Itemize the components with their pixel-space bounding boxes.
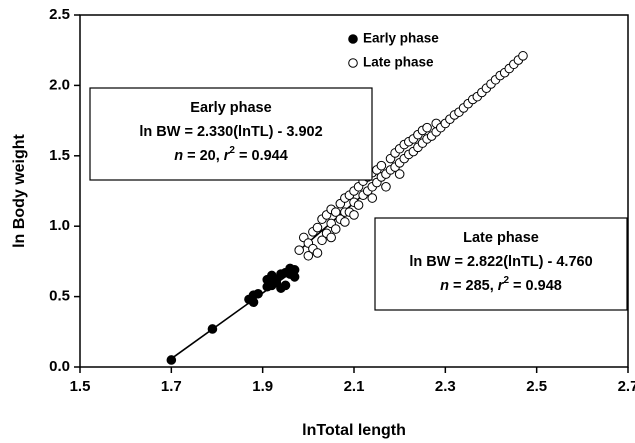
annotation-stats: n = 285, r2 = 0.948: [440, 275, 562, 294]
legend-marker: [348, 34, 358, 44]
y-axis-title: ln Body weight: [11, 133, 28, 247]
y-tick-label: 2.0: [49, 76, 70, 93]
annotation-line: ln BW = 2.330(lnTL) - 3.902: [139, 124, 322, 140]
point: [518, 51, 528, 61]
annotation-line: Early phase: [190, 100, 271, 116]
legend-label: Late phase: [363, 55, 434, 70]
point: [207, 324, 218, 334]
x-tick-label: 1.7: [161, 378, 182, 395]
point: [326, 232, 336, 243]
x-tick-label: 2.5: [526, 378, 547, 395]
stats-part: = 0.944: [235, 148, 288, 164]
annotation-stats: n = 20, r2 = 0.944: [174, 145, 288, 164]
point: [312, 222, 323, 233]
point: [340, 217, 350, 227]
point: [280, 280, 291, 291]
point: [303, 250, 314, 261]
point: [312, 248, 323, 258]
x-axis-title: lnTotal length: [302, 422, 406, 439]
x-tick-label: 2.7: [618, 378, 635, 395]
stats-part: = 0.948: [509, 278, 562, 294]
x-tick-label: 1.5: [70, 378, 91, 395]
legend-box: [340, 25, 465, 77]
y-tick-label: 0.5: [49, 288, 70, 305]
point: [381, 181, 391, 192]
annotation-box: [89, 87, 373, 181]
point: [367, 193, 378, 203]
x-tick-label: 2.3: [435, 378, 456, 395]
point: [349, 210, 359, 220]
stats-part: n: [174, 148, 183, 164]
stats-part: = 285,: [449, 278, 498, 294]
legend-label: Early phase: [363, 31, 439, 46]
x-tick-label: 2.1: [344, 378, 365, 395]
y-tick-label: 1.0: [49, 217, 70, 234]
stats-part: = 20,: [183, 148, 224, 164]
point: [253, 288, 263, 299]
stats-part: 2: [229, 145, 235, 156]
x-tick-label: 1.9: [252, 378, 273, 395]
point: [289, 265, 300, 275]
y-tick-label: 0.0: [49, 358, 70, 375]
annotation-box: [374, 217, 628, 311]
stats-part: 2: [503, 275, 509, 286]
point: [330, 207, 341, 217]
annotation-line: ln BW = 2.822(lnTL) - 4.760: [409, 254, 592, 270]
point: [376, 160, 387, 171]
y-tick-label: 2.5: [49, 6, 70, 23]
point: [394, 169, 405, 179]
stats-part: n: [440, 278, 449, 294]
point: [280, 267, 291, 278]
point: [330, 224, 341, 234]
legend-marker: [348, 58, 358, 68]
point: [422, 122, 432, 133]
point: [317, 235, 327, 246]
annotation-line: Late phase: [463, 230, 539, 246]
point: [353, 200, 364, 210]
y-tick-label: 1.5: [49, 147, 70, 164]
point: [294, 245, 305, 255]
stats-part: r: [498, 278, 505, 294]
stats-part: r: [224, 148, 231, 164]
point: [166, 355, 177, 365]
